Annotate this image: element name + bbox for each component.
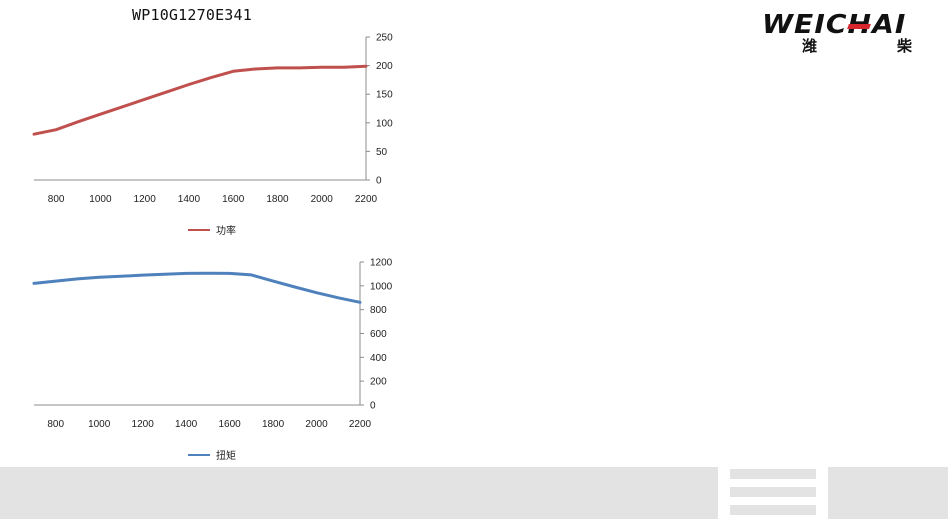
torque-legend-label: 扭矩 <box>216 449 236 462</box>
logo-wordmark: WEICHAI <box>762 10 907 40</box>
power-y-tick-label: 250 <box>376 33 393 44</box>
power-x-tick-label: 1000 <box>89 194 112 205</box>
torque-x-tick-label: 1000 <box>88 419 111 430</box>
logo-chinese: 潍 柴 <box>802 35 912 56</box>
torque-x-tick-label: 1600 <box>218 419 241 430</box>
footer-menu-line <box>730 487 816 497</box>
power-x-tick-label: 1200 <box>134 194 157 205</box>
power-x-tick-label: 800 <box>48 194 65 205</box>
power-x-tick-label: 1400 <box>178 194 201 205</box>
torque-x-tick-label: 2200 <box>349 419 372 430</box>
power-legend-label: 功率 <box>216 224 236 237</box>
logo-chinese-1: 潍 <box>802 37 818 55</box>
power-y-tick-label: 100 <box>376 118 393 129</box>
torque-x-tick-label: 1200 <box>132 419 155 430</box>
power-x-tick-label: 1600 <box>222 194 245 205</box>
power-y-tick-label: 50 <box>376 147 388 158</box>
torque-y-tick-label: 200 <box>370 377 387 388</box>
torque-x-tick-label: 1400 <box>175 419 198 430</box>
page-title: WP10G1270E341 <box>132 6 252 24</box>
torque-y-tick-label: 1000 <box>370 281 393 292</box>
torque-y-tick-label: 1200 <box>370 258 393 269</box>
footer-bar <box>0 467 948 519</box>
torque-chart: 0 200 400 600 800 1000 1200 800 1000 1200 1400 1600… <box>32 258 393 462</box>
torque-y-tick-label: 600 <box>370 329 387 340</box>
logo-chinese-2: 柴 <box>896 37 912 55</box>
torque-y-tick-label: 0 <box>370 401 376 412</box>
power-y-tick-label: 150 <box>376 90 393 101</box>
power-x-tick-label: 2000 <box>311 194 334 205</box>
power-x-tick-label: 1800 <box>266 194 289 205</box>
footer-menu-box <box>718 467 828 519</box>
torque-series-line <box>32 271 362 304</box>
torque-x-tick-label: 2000 <box>305 419 328 430</box>
power-chart: 0 50 100 150 200 250 800 1000 1200 1400 1600 1800 20… <box>32 33 393 237</box>
power-y-tick-label: 200 <box>376 61 393 72</box>
power-y-tick-label: 0 <box>376 176 382 187</box>
power-x-tick-label: 2200 <box>355 194 378 205</box>
torque-x-tick-label: 800 <box>47 419 64 430</box>
weichai-logo: WEICHAI 潍 柴 <box>762 10 934 56</box>
footer-menu-line <box>730 505 816 515</box>
footer-menu-line <box>730 469 816 479</box>
torque-y-tick-label: 800 <box>370 305 387 316</box>
torque-x-tick-label: 1800 <box>262 419 285 430</box>
power-series-line <box>32 64 368 136</box>
torque-y-tick-label: 400 <box>370 353 387 364</box>
logo-swoosh <box>847 24 871 29</box>
